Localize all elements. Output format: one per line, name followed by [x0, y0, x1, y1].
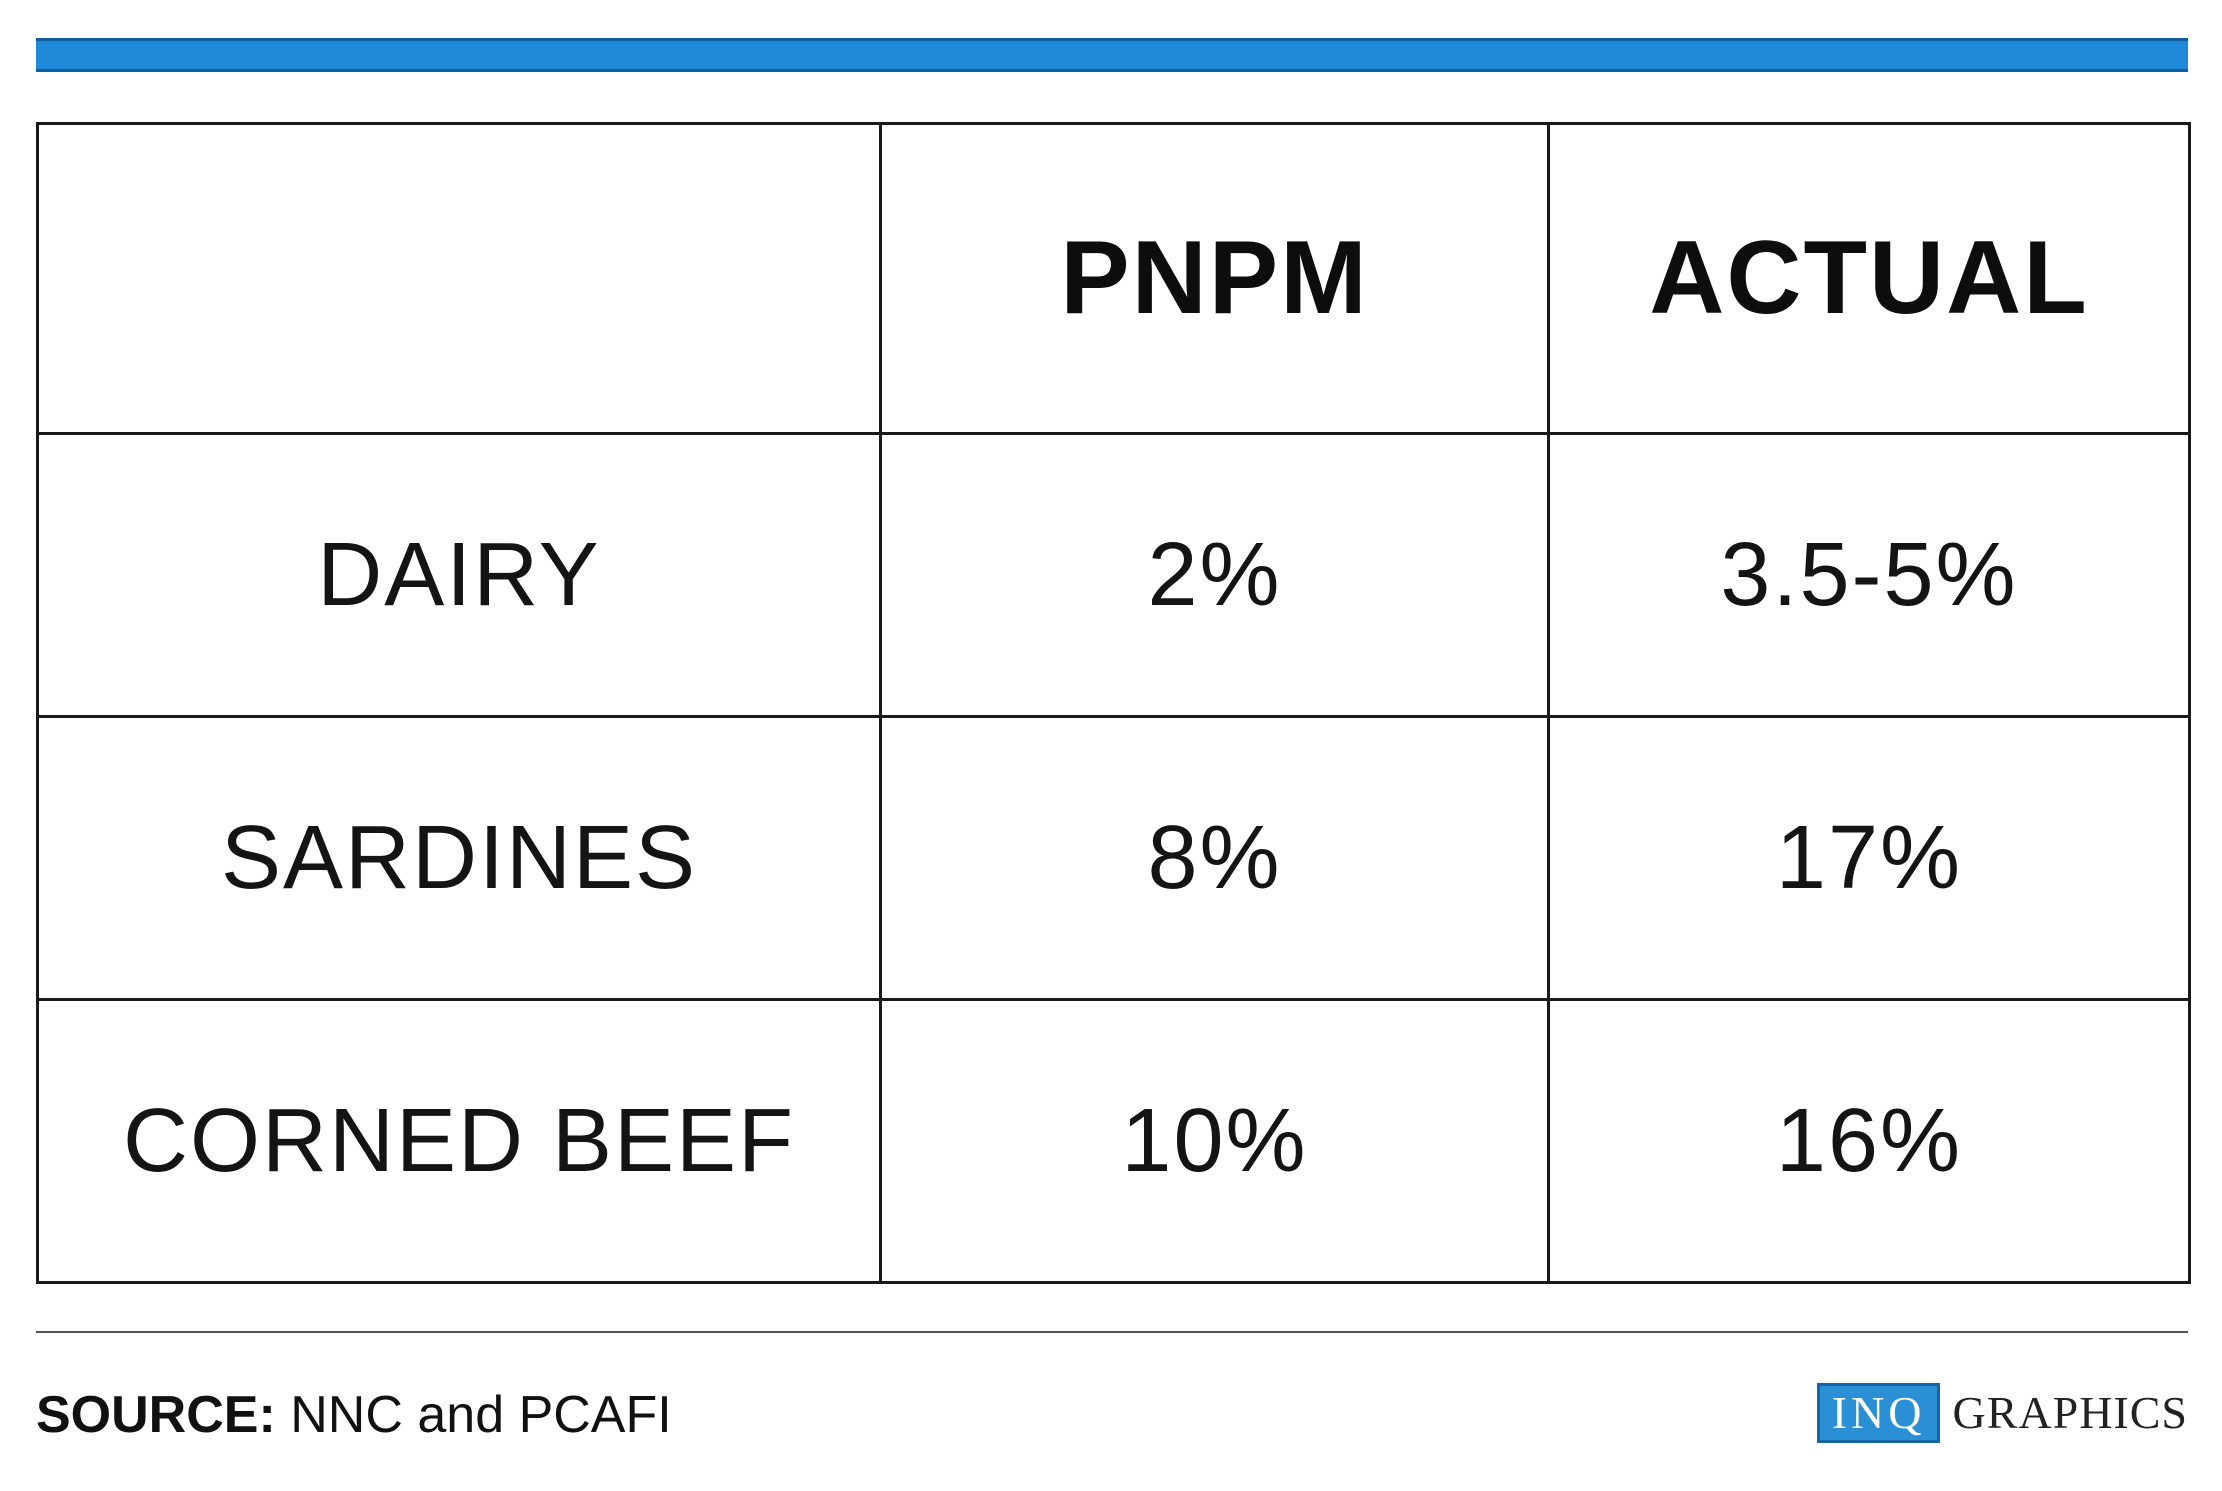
- row-label: SARDINES: [36, 715, 882, 1001]
- header-actual: ACTUAL: [1547, 122, 2191, 435]
- table-row: CORNED BEEF 10% 16%: [36, 998, 2191, 1284]
- table-row: SARDINES 8% 17%: [36, 715, 2191, 1001]
- top-accent-bar: [36, 38, 2188, 72]
- source-text: NNC and PCAFI: [290, 1386, 672, 1444]
- source-line: SOURCE: NNC and PCAFI: [36, 1385, 672, 1445]
- data-table: PNPM ACTUAL DAIRY 2% 3.5-5% SARDINES 8% …: [36, 122, 2191, 1284]
- actual-value: 16%: [1547, 998, 2191, 1284]
- table-row: DAIRY 2% 3.5-5%: [36, 432, 2191, 718]
- header-pnpm: PNPM: [879, 122, 1550, 435]
- inq-graphics-logo: INQ GRAPHICS: [1816, 1383, 2188, 1443]
- footer-divider: [36, 1331, 2188, 1333]
- pnpm-value: 10%: [879, 998, 1550, 1284]
- logo-text: GRAPHICS: [1952, 1387, 2188, 1438]
- header-empty-cell: [36, 122, 882, 435]
- source-label: SOURCE:: [36, 1386, 276, 1444]
- actual-value: 3.5-5%: [1547, 432, 2191, 718]
- row-label: CORNED BEEF: [36, 998, 882, 1284]
- logo-box: INQ: [1816, 1383, 1941, 1443]
- header-row: PNPM ACTUAL: [36, 122, 2191, 435]
- row-label: DAIRY: [36, 432, 882, 718]
- actual-value: 17%: [1547, 715, 2191, 1001]
- pnpm-value: 8%: [879, 715, 1550, 1001]
- pnpm-value: 2%: [879, 432, 1550, 718]
